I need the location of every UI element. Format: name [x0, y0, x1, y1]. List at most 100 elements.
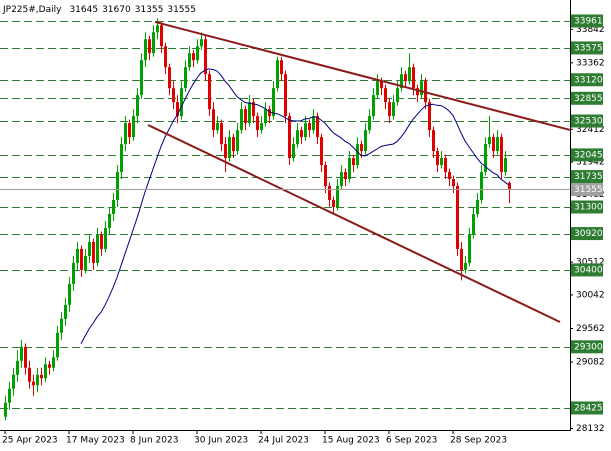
candle-body — [476, 200, 479, 214]
candle-body — [96, 234, 99, 263]
candle-body — [212, 109, 215, 131]
candle-body — [388, 102, 391, 117]
candle-body — [232, 137, 235, 152]
candle-body — [272, 88, 275, 117]
candle-body — [44, 364, 47, 379]
candle-body — [464, 262, 467, 270]
candle-body — [292, 144, 295, 159]
x-tick-label: 25 Apr 2023 — [2, 436, 58, 446]
level-label: 32045 — [574, 150, 603, 160]
candle-body — [300, 130, 303, 138]
level-label: 33120 — [574, 75, 603, 85]
candle-body — [20, 346, 23, 361]
y-tick-label: 33842 — [576, 25, 605, 35]
candle-body — [332, 200, 335, 207]
candle-body — [316, 116, 319, 138]
candle-body — [480, 172, 483, 201]
candle-body — [384, 88, 387, 103]
candle-body — [36, 374, 39, 386]
candle-body — [264, 109, 267, 124]
level-label-box — [571, 14, 603, 28]
candle-body — [80, 248, 83, 270]
candle-body — [196, 46, 199, 61]
candle-body — [64, 304, 67, 319]
y-tick-label: 33362 — [576, 58, 605, 68]
candle-body — [396, 88, 399, 103]
candle-body — [312, 116, 315, 131]
level-label-box — [571, 401, 603, 415]
price-label-box — [571, 183, 603, 196]
candle-body — [156, 25, 159, 33]
candle-body — [216, 123, 219, 131]
candle-body — [472, 213, 475, 235]
level-label: 31300 — [574, 202, 603, 212]
candle-body — [200, 39, 203, 47]
x-tick-label: 28 Sep 2023 — [450, 436, 507, 446]
candle-body — [352, 158, 355, 166]
candle-body — [116, 172, 119, 201]
candle-body — [152, 32, 155, 54]
candle-body — [204, 39, 207, 75]
candle-body — [504, 158, 507, 173]
candle-body — [408, 67, 411, 82]
candle-body — [484, 144, 487, 173]
level-label: 33961 — [574, 16, 603, 26]
level-label: 31735 — [574, 172, 603, 182]
candle-body — [364, 130, 367, 152]
candle-body — [224, 144, 227, 159]
x-tick-label: 17 May 2023 — [66, 436, 125, 446]
candle-body — [344, 172, 347, 180]
candle-body — [496, 137, 499, 152]
level-label: 30400 — [574, 265, 603, 275]
level-label-box — [571, 340, 603, 354]
level-label-box — [571, 227, 603, 241]
y-tick-label: 29562 — [576, 324, 605, 334]
candle-body — [260, 123, 263, 131]
candle-body — [28, 367, 31, 382]
open: 31645 — [69, 5, 98, 15]
candle-body — [104, 227, 107, 249]
high: 31670 — [102, 5, 131, 15]
candle-body — [404, 74, 407, 82]
plot-area — [0, 18, 571, 421]
candle-body — [92, 241, 95, 263]
candle-body — [100, 234, 103, 249]
level-label-box — [571, 41, 603, 55]
candle-body — [68, 283, 71, 305]
candle-body — [144, 39, 147, 61]
level-label: 32855 — [574, 94, 603, 104]
candle-body — [128, 123, 131, 138]
x-tick-label: 15 Aug 2023 — [322, 436, 380, 446]
candle-body — [76, 248, 79, 263]
candle-body — [324, 165, 327, 187]
candle-body — [188, 53, 191, 68]
candle-body — [412, 67, 415, 89]
candle-body — [140, 60, 143, 96]
candle-body — [392, 102, 395, 117]
candle-body — [248, 102, 251, 124]
candle-body — [452, 179, 455, 187]
close: 31555 — [167, 5, 196, 15]
candle-body — [8, 388, 11, 403]
candle-body — [420, 81, 423, 96]
candle-body — [84, 255, 87, 270]
y-tick-label: 29082 — [576, 358, 605, 368]
candle-body — [24, 346, 27, 368]
x-tick-label: 6 Sep 2023 — [386, 436, 437, 446]
level-label: 33575 — [574, 43, 603, 53]
candle-body — [328, 186, 331, 201]
candle-body — [136, 95, 139, 117]
low: 31355 — [135, 5, 164, 15]
candle-body — [124, 123, 127, 145]
candle-body — [220, 123, 223, 145]
candle-body — [492, 137, 495, 152]
candle-body — [148, 39, 151, 54]
level-label: 30920 — [574, 229, 603, 239]
candle-body — [400, 74, 403, 89]
candle-body — [348, 158, 351, 180]
candle-body — [288, 116, 291, 159]
candle-body — [368, 116, 371, 131]
candle-body — [108, 213, 111, 228]
candle-body — [448, 172, 451, 180]
candle-body — [376, 81, 379, 96]
